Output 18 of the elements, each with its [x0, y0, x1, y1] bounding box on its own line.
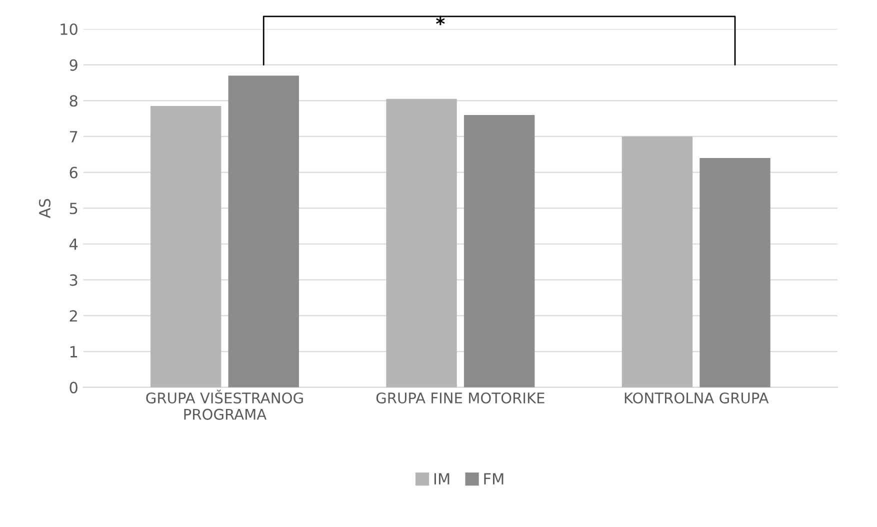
- x-tick-label: GRUPA VIŠESTRANOG PROGRAMA: [146, 390, 303, 420]
- y-tick-label: 9: [70, 59, 78, 71]
- text: *: [436, 16, 445, 26]
- y-tick-label: 4: [69, 238, 78, 250]
- y-tick-label: 2: [70, 310, 77, 322]
- x-tick-label: GRUPA FINE MOTORIKE: [376, 392, 544, 404]
- y-tick-label: 3: [70, 274, 78, 286]
- y-axis-title: AS: [38, 198, 50, 218]
- y-tick-label: 6: [70, 166, 78, 178]
- x-tick-label: KONTROLNA GRUPA: [624, 392, 769, 404]
- y-tick-label: 5: [70, 202, 78, 214]
- y-tick-label: 10: [60, 23, 78, 36]
- legend-label: IM: [434, 473, 450, 484]
- y-tick-label: 0: [70, 382, 78, 394]
- legend-label: FM: [484, 473, 504, 484]
- y-tick-label: 7: [70, 131, 78, 142]
- y-tick-label: 1: [70, 346, 78, 358]
- y-tick-label: 8: [70, 95, 78, 107]
